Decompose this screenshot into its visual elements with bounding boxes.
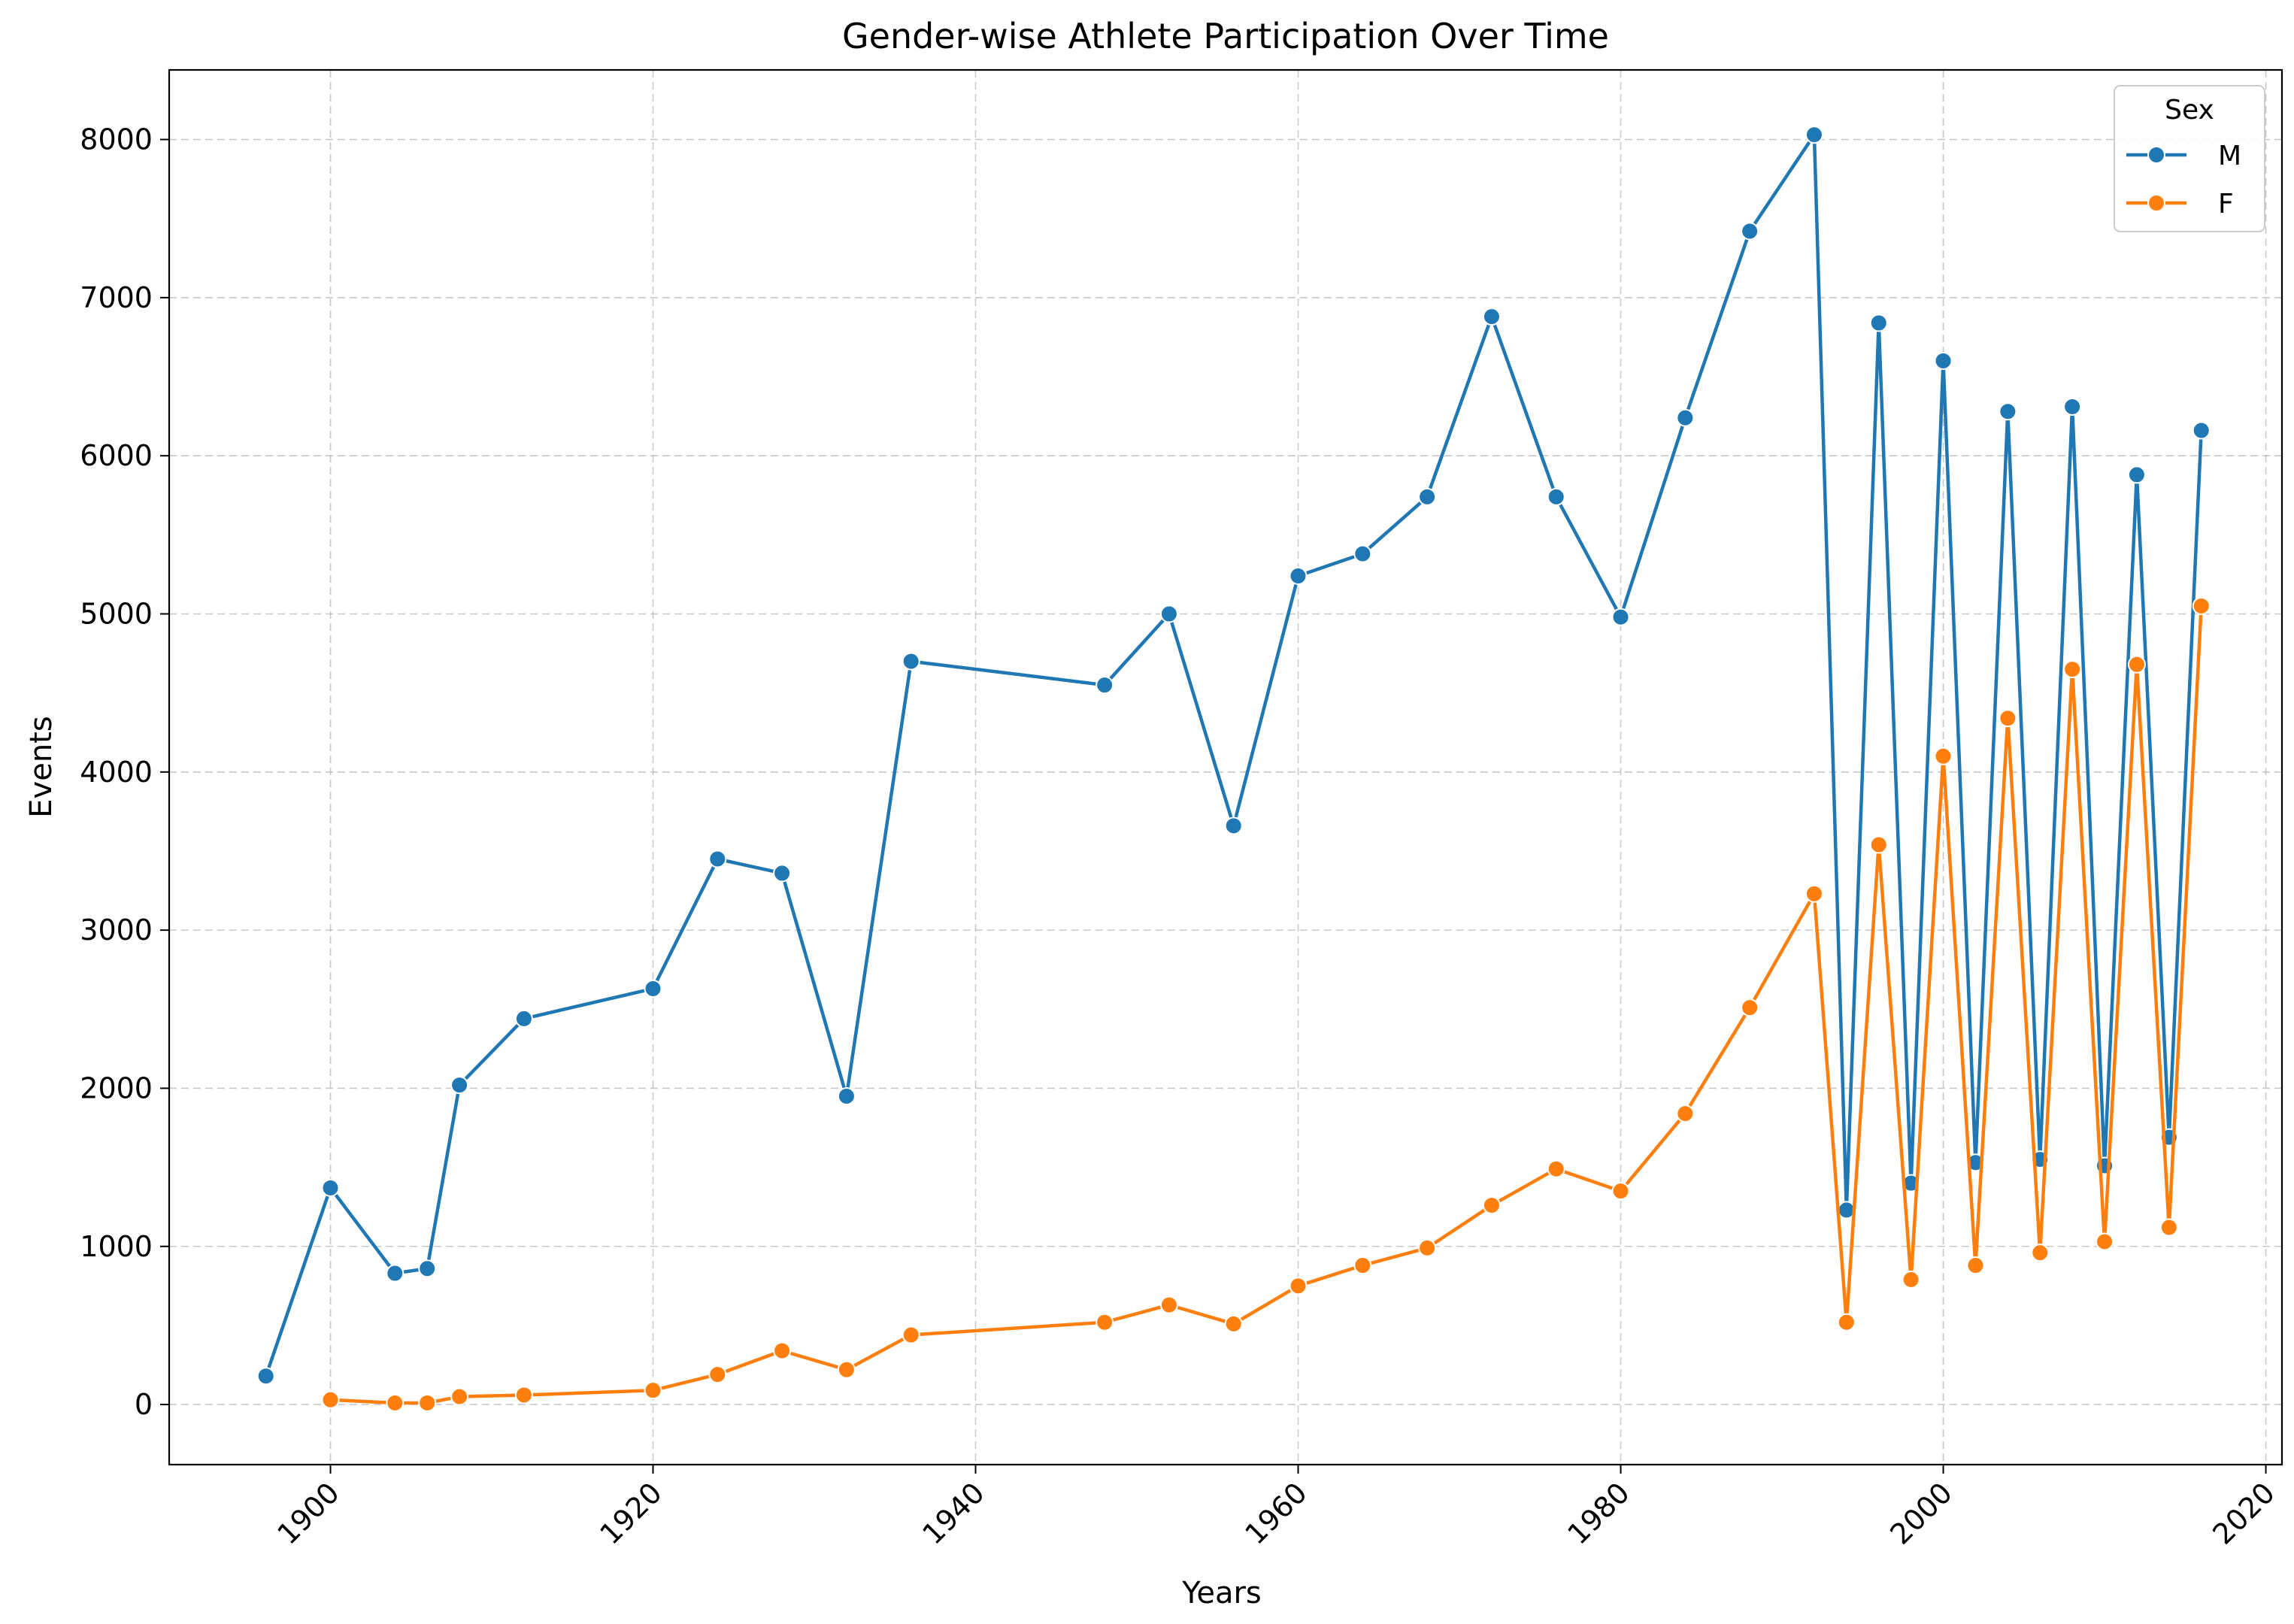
y-axis-title: Events — [24, 716, 59, 817]
data-point-f — [2127, 655, 2146, 674]
data-point-f — [1224, 1314, 1243, 1333]
legend-marker-m — [2147, 146, 2165, 164]
data-point-m — [1676, 408, 1695, 427]
data-point-m — [708, 850, 727, 868]
data-point-f — [902, 1326, 920, 1344]
y-tick-label: 5000 — [80, 597, 153, 630]
y-tick-label: 8000 — [80, 123, 153, 156]
data-point-m — [1482, 308, 1501, 326]
data-point-f — [1095, 1313, 1114, 1332]
data-point-f — [2031, 1244, 2050, 1262]
data-point-m — [773, 864, 792, 883]
plot-area-frame — [168, 68, 2283, 1466]
series-line-f — [330, 605, 2203, 1405]
data-point-f — [2063, 660, 2082, 679]
data-point-f — [837, 1360, 856, 1379]
data-point-f — [1869, 835, 1888, 854]
data-point-m — [1999, 402, 2017, 421]
data-point-f — [1418, 1238, 1437, 1257]
plot-series — [256, 126, 2211, 1412]
data-point-m — [902, 652, 920, 671]
data-point-m — [1934, 351, 1953, 370]
data-point-f — [773, 1341, 792, 1360]
legend-marker-f — [2147, 194, 2165, 212]
data-point-m — [1353, 544, 1372, 563]
y-tick-label: 1000 — [80, 1230, 153, 1263]
y-tick-label: 4000 — [80, 756, 153, 789]
data-point-m — [1611, 607, 1630, 626]
data-point-f — [708, 1365, 727, 1384]
data-point-f — [2192, 596, 2211, 615]
data-point-f — [1902, 1270, 1920, 1289]
data-point-m — [2127, 465, 2146, 484]
data-point-f — [1837, 1313, 1856, 1332]
data-point-m — [1224, 817, 1243, 835]
data-point-m — [1547, 487, 1565, 506]
grid — [169, 70, 2282, 1465]
y-tick-label: 3000 — [80, 914, 153, 947]
data-point-m — [1289, 567, 1308, 586]
data-point-m — [514, 1009, 533, 1028]
legend-entry-m: M — [2126, 141, 2241, 171]
data-point-f — [2159, 1218, 2178, 1237]
data-point-m — [2192, 421, 2211, 440]
data-point-f — [1676, 1104, 1695, 1123]
data-point-f — [1934, 747, 1953, 765]
data-point-m — [1805, 126, 1823, 144]
data-point-f — [514, 1386, 533, 1404]
data-point-m — [1741, 222, 1759, 241]
data-point-m — [321, 1178, 340, 1197]
data-point-f — [418, 1393, 437, 1412]
legend-title: Sex — [2165, 95, 2214, 126]
y-tick-label: 0 — [135, 1388, 153, 1421]
data-point-f — [1159, 1295, 1178, 1314]
data-point-f — [386, 1393, 405, 1412]
data-point-m — [1095, 676, 1114, 695]
data-point-f — [1805, 884, 1823, 903]
data-point-m — [1869, 314, 1888, 332]
data-point-f — [1289, 1277, 1308, 1295]
data-point-f — [1611, 1182, 1630, 1201]
data-point-m — [1159, 604, 1178, 623]
legend-label-f: F — [2218, 189, 2234, 220]
legend-box — [2114, 85, 2265, 232]
legend: Sex M F — [2114, 85, 2265, 232]
data-point-f — [1999, 709, 2017, 728]
series-m — [256, 126, 2211, 1386]
series-f — [321, 596, 2211, 1412]
data-point-m — [837, 1086, 856, 1105]
data-point-f — [2096, 1232, 2114, 1251]
data-point-m — [386, 1264, 405, 1283]
data-point-f — [644, 1381, 662, 1400]
data-point-m — [256, 1367, 275, 1386]
data-point-m — [418, 1259, 437, 1278]
data-point-f — [1966, 1256, 1985, 1274]
y-tick-label: 7000 — [80, 281, 153, 314]
data-point-f — [1741, 998, 1759, 1017]
x-axis-title: Years — [1181, 1576, 1262, 1610]
data-point-f — [1482, 1196, 1501, 1215]
data-point-f — [450, 1387, 469, 1406]
data-point-f — [1353, 1256, 1372, 1274]
y-tick-label: 2000 — [80, 1071, 153, 1104]
data-point-f — [321, 1390, 340, 1409]
data-point-m — [450, 1076, 469, 1095]
data-point-m — [644, 979, 662, 998]
legend-entry-f: F — [2126, 189, 2234, 220]
chart-title: Gender-wise Athlete Participation Over T… — [842, 16, 1609, 56]
y-tick-label: 6000 — [80, 439, 153, 472]
legend-label-m: M — [2218, 141, 2241, 171]
data-point-f — [1547, 1159, 1565, 1178]
data-point-m — [2063, 397, 2082, 416]
data-point-m — [1418, 487, 1437, 506]
